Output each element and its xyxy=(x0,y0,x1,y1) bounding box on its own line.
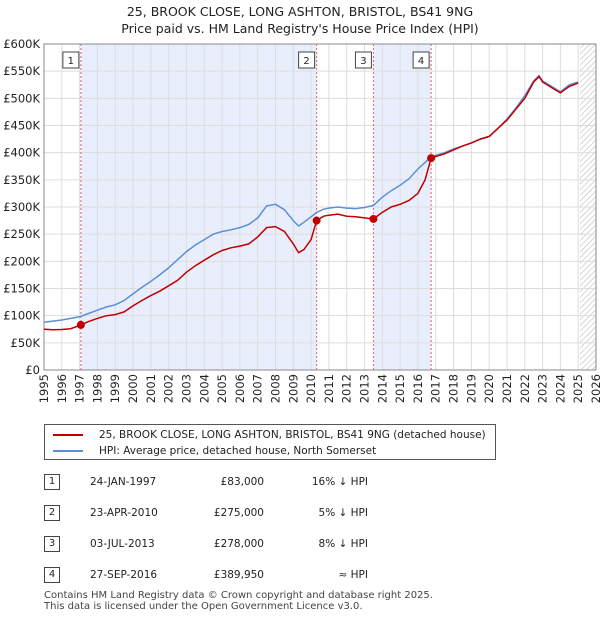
sale-number-box xyxy=(412,51,430,69)
y-tick-label: £0 xyxy=(25,363,40,377)
x-tick-label: 2012 xyxy=(340,374,354,403)
footer-line-2: This data is licensed under the Open Gov… xyxy=(44,601,363,612)
sale-point xyxy=(369,214,378,223)
y-tick-label: £500K xyxy=(3,91,40,105)
x-tick-label: 2003 xyxy=(179,374,193,403)
x-tick-label: 2009 xyxy=(286,374,300,403)
sale-price: £83,000 xyxy=(220,476,264,488)
x-tick-label: 2016 xyxy=(411,374,425,403)
sale-date: 23-APR-2010 xyxy=(90,507,158,519)
price-chart: 25, BROOK CLOSE, LONG ASHTON, BRISTOL, B… xyxy=(3,4,600,403)
x-tick-label: 1995 xyxy=(37,374,51,403)
x-tick-label: 1996 xyxy=(55,374,69,403)
sale-hpi-compare: 8% ↓ HPI xyxy=(318,538,368,550)
x-tick-label: 1999 xyxy=(108,374,122,403)
sale-point xyxy=(312,216,321,225)
sale-price: £275,000 xyxy=(213,507,264,519)
x-tick-label: 2026 xyxy=(589,374,600,403)
y-tick-label: £100K xyxy=(3,309,40,323)
sale-price: £278,000 xyxy=(213,538,264,550)
legend-hpi-label: HPI: Average price, detached house, Nort… xyxy=(99,445,377,457)
sale-number-box xyxy=(354,51,372,69)
y-tick-label: £600K xyxy=(3,37,40,51)
sale-number-badge: 1 xyxy=(44,474,60,490)
sale-number-label: 4 xyxy=(418,56,424,67)
sale-hpi-compare: ≈ HPI xyxy=(338,569,368,581)
legend-property-line xyxy=(53,434,83,436)
plot-frame xyxy=(43,43,597,371)
x-tick-label: 2021 xyxy=(500,374,514,403)
x-tick-label: 1998 xyxy=(90,374,104,403)
x-tick-label: 2018 xyxy=(447,374,461,403)
legend-item-hpi: HPI: Average price, detached house, Nort… xyxy=(53,443,376,459)
sale-number-label: 2 xyxy=(303,56,309,67)
legend-property-label: 25, BROOK CLOSE, LONG ASHTON, BRISTOL, B… xyxy=(99,429,486,441)
y-tick-label: £50K xyxy=(11,336,41,350)
chart-subtitle: Price paid vs. HM Land Registry's House … xyxy=(121,21,478,36)
y-tick-label: £450K xyxy=(3,119,40,133)
sale-date: 03-JUL-2013 xyxy=(90,538,155,550)
sale-point xyxy=(427,154,436,163)
x-tick-label: 2024 xyxy=(553,374,567,403)
sale-number-box xyxy=(298,51,316,69)
sale-hpi-compare: 16% ↓ HPI xyxy=(311,476,368,488)
x-tick-label: 2004 xyxy=(197,374,211,403)
y-tick-label: £550K xyxy=(3,64,40,78)
sale-number-label: 3 xyxy=(360,56,366,67)
sale-number-badge: 4 xyxy=(44,567,60,583)
sale-row-1: 1 24-JAN-1997 £83,000 16% ↓ HPI xyxy=(44,472,404,492)
sale-date: 27-SEP-2016 xyxy=(90,569,158,581)
x-tick-label: 2013 xyxy=(358,374,372,403)
sale-row-4: 4 27-SEP-2016 £389,950 ≈ HPI xyxy=(44,565,404,585)
legend-hpi-line xyxy=(53,450,83,452)
sale-row-3: 3 03-JUL-2013 £278,000 8% ↓ HPI xyxy=(44,534,404,554)
x-tick-label: 2017 xyxy=(429,374,443,403)
sale-point xyxy=(76,320,85,329)
y-tick-label: £150K xyxy=(3,282,40,296)
y-tick-label: £300K xyxy=(3,200,40,214)
x-tick-label: 2002 xyxy=(162,374,176,403)
y-tick-label: £200K xyxy=(3,254,40,268)
x-tick-label: 2008 xyxy=(268,374,282,403)
footer-line-1: Contains HM Land Registry data © Crown c… xyxy=(44,590,433,601)
x-tick-label: 2014 xyxy=(375,374,389,403)
legend-item-property: 25, BROOK CLOSE, LONG ASHTON, BRISTOL, B… xyxy=(53,427,486,443)
sale-number-badge: 3 xyxy=(44,536,60,552)
y-tick-label: £400K xyxy=(3,146,40,160)
x-tick-label: 2007 xyxy=(251,374,265,403)
sale-number-label: 1 xyxy=(68,56,74,67)
x-tick-label: 2000 xyxy=(126,374,140,403)
x-tick-label: 2011 xyxy=(322,374,336,403)
sale-hpi-compare: 5% ↓ HPI xyxy=(318,507,368,519)
y-tick-label: £350K xyxy=(3,173,40,187)
x-tick-label: 2022 xyxy=(518,374,532,403)
x-tick-label: 2001 xyxy=(144,374,158,403)
x-tick-label: 2019 xyxy=(464,374,478,403)
x-tick-label: 2025 xyxy=(571,374,585,403)
sale-number-box xyxy=(62,51,80,69)
footer-attribution: Contains HM Land Registry data © Crown c… xyxy=(44,590,433,612)
sale-date: 24-JAN-1997 xyxy=(90,476,157,488)
x-tick-label: 1997 xyxy=(73,374,87,403)
chart-title: 25, BROOK CLOSE, LONG ASHTON, BRISTOL, B… xyxy=(127,4,473,19)
legend: 25, BROOK CLOSE, LONG ASHTON, BRISTOL, B… xyxy=(44,424,496,460)
x-tick-label: 2006 xyxy=(233,374,247,403)
x-tick-label: 2010 xyxy=(304,374,318,403)
y-tick-label: £250K xyxy=(3,227,40,241)
sale-price: £389,950 xyxy=(213,569,264,581)
x-tick-label: 2020 xyxy=(482,374,496,403)
sale-number-badge: 2 xyxy=(44,505,60,521)
x-tick-label: 2023 xyxy=(536,374,550,403)
sale-row-2: 2 23-APR-2010 £275,000 5% ↓ HPI xyxy=(44,503,404,523)
x-tick-label: 2015 xyxy=(393,374,407,403)
x-tick-label: 2005 xyxy=(215,374,229,403)
